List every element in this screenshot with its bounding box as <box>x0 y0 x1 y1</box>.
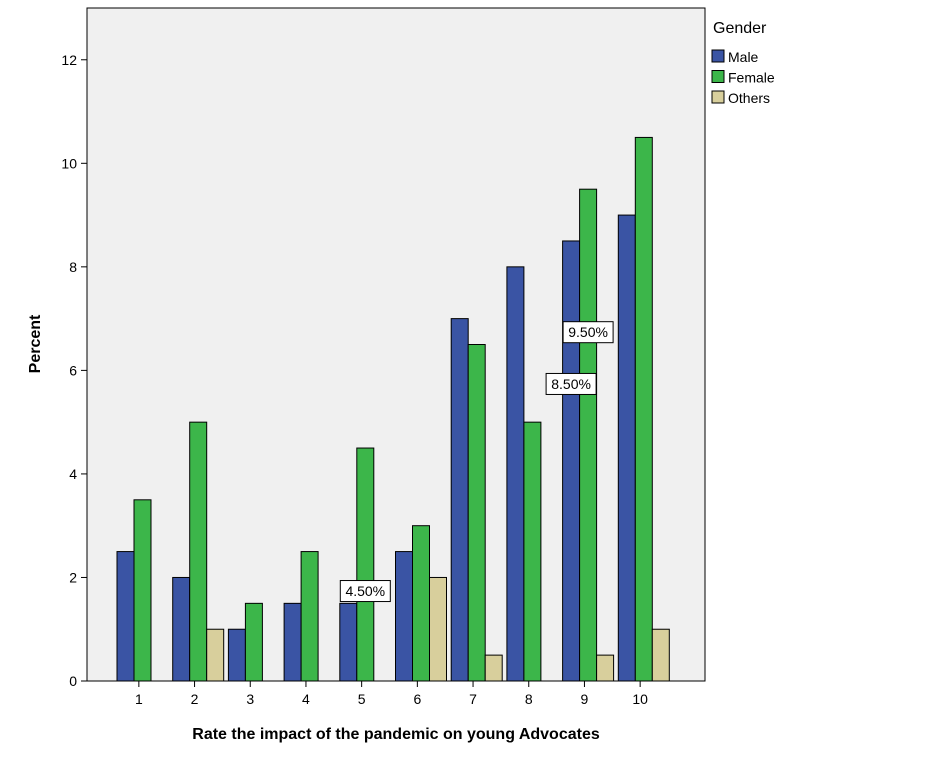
y-tick-label: 0 <box>69 673 77 689</box>
x-tick-label: 8 <box>525 691 533 707</box>
y-tick-label: 12 <box>61 52 77 68</box>
data-label: 9.50% <box>568 324 608 340</box>
y-tick-label: 10 <box>61 155 77 171</box>
x-tick-label: 5 <box>358 691 366 707</box>
bar-others-6 <box>429 576 447 682</box>
data-label-box <box>339 580 391 603</box>
bar-male-4 <box>283 602 302 682</box>
bar-female-2 <box>189 421 208 682</box>
x-axis-title: Rate the impact of the pandemic on young… <box>192 726 600 743</box>
bar-female-3 <box>244 602 263 682</box>
y-tick-label: 8 <box>69 259 77 275</box>
bar-others-2 <box>206 628 225 682</box>
bar-female-6 <box>412 525 430 682</box>
bar-male-9 <box>562 240 581 682</box>
bar-others-9 <box>596 654 615 682</box>
legend-swatch-female <box>711 70 725 83</box>
bar-male-8 <box>506 266 525 682</box>
legend-label-male: Male <box>728 49 759 65</box>
x-tick-label: 10 <box>632 691 648 707</box>
legend-swatch-male <box>711 49 725 63</box>
y-tick-label: 2 <box>69 569 77 585</box>
x-tick-label: 4 <box>302 691 310 707</box>
y-tick-label: 4 <box>69 466 77 482</box>
bar-others-7 <box>484 654 503 682</box>
bar-male-1 <box>116 551 135 682</box>
bar-female-1 <box>133 499 152 682</box>
legend-label-others: Others <box>728 90 770 106</box>
bar-female-5 <box>356 447 375 682</box>
x-tick-label: 3 <box>246 691 254 707</box>
legend-title: Gender <box>713 20 767 37</box>
legend: Gender Male Female Others <box>711 20 775 106</box>
bar-female-10 <box>634 136 653 682</box>
bar-male-6 <box>395 551 413 682</box>
legend-label-female: Female <box>728 70 775 86</box>
y-axis: 0 2 4 6 8 10 12 <box>61 52 87 689</box>
x-tick-label: 6 <box>413 691 421 707</box>
x-axis: 1 2 3 4 5 6 7 8 9 10 <box>135 681 648 707</box>
bar-male-2 <box>172 576 191 682</box>
bar-male-7 <box>450 318 469 682</box>
plot-frame <box>86 7 706 682</box>
bar-female-8 <box>523 421 542 682</box>
bar-female-9 <box>579 188 598 682</box>
x-tick-label: 2 <box>191 691 199 707</box>
data-label-box <box>562 321 614 344</box>
x-tick-label: 7 <box>469 691 477 707</box>
annotations: 4.50% 9.50% 8.50% <box>339 321 614 603</box>
bar-female-4 <box>300 551 319 682</box>
data-label: 4.50% <box>345 583 385 599</box>
bar-others-10 <box>651 628 670 682</box>
data-label-box <box>545 372 597 395</box>
y-tick-label: 6 <box>69 362 77 378</box>
x-tick-label: 1 <box>135 691 143 707</box>
bar-male-3 <box>227 628 246 682</box>
x-tick-label: 9 <box>581 691 589 707</box>
bar-female-7 <box>467 344 486 682</box>
bar-male-10 <box>617 214 636 682</box>
y-axis-title: Percent <box>27 314 44 373</box>
legend-swatch-others <box>711 90 725 104</box>
data-label: 8.50% <box>551 376 591 392</box>
bar-male-5 <box>339 602 358 682</box>
